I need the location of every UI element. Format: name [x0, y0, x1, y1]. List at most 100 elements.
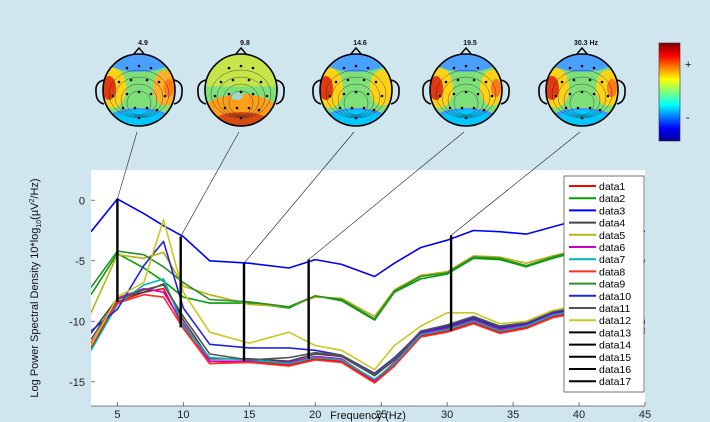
electrode-dot	[227, 92, 231, 96]
electrode-dot	[259, 80, 263, 84]
electrode-dot	[448, 106, 452, 110]
electrode-dot	[342, 66, 346, 70]
electrode-dot	[600, 80, 604, 84]
electrode-dot	[121, 106, 125, 110]
electrode-dot	[366, 66, 370, 70]
electrode-dot	[213, 94, 217, 98]
right-ear	[616, 79, 626, 105]
electrode-dot	[265, 94, 269, 98]
electrode-dot	[251, 66, 255, 70]
legend-label-data15: data15	[599, 352, 631, 364]
left-ear	[422, 79, 432, 105]
topoplot-label: 19.5	[463, 40, 477, 47]
electrode-dot	[576, 106, 580, 110]
left-ear	[95, 79, 105, 105]
topoplot-label: 4.9	[138, 40, 148, 47]
x-tick-label: 30	[441, 409, 453, 421]
topoplot-3: 14.6	[312, 40, 400, 127]
electrode-dot	[354, 90, 358, 94]
legend-label-data17: data17	[599, 376, 631, 388]
electrode-dot	[380, 94, 384, 98]
x-ticks: 5 10 15 20 25 30 35 40 45	[114, 402, 651, 421]
electrode-dot	[472, 106, 476, 110]
electrode-dot	[157, 80, 161, 84]
series-line-data2	[91, 244, 645, 321]
topoplot-2: 9.8	[197, 40, 285, 127]
electrode-dot	[362, 78, 366, 82]
y-ticks: 0 -5 -10 -15	[69, 195, 95, 389]
nose	[132, 46, 146, 56]
electrode-dot	[460, 106, 464, 110]
legend-label-data12: data12	[599, 315, 631, 327]
electrode-dot	[476, 66, 480, 70]
connector-line	[308, 131, 465, 260]
x-tick-label: 5	[114, 409, 120, 421]
y-tick-label: -10	[69, 316, 85, 328]
electrode-dot	[580, 64, 584, 68]
x-tick-label: 20	[309, 409, 321, 421]
electrode-dot	[476, 92, 480, 96]
topoplot-5: 30.3 Hz	[538, 40, 626, 127]
y-tick-label: 0	[79, 195, 85, 207]
right-ear	[390, 79, 400, 105]
x-tick-label: 25	[375, 409, 387, 421]
electrode-dot	[438, 94, 442, 98]
legend-label-data8: data8	[599, 266, 625, 278]
electrode-dot	[472, 78, 476, 82]
x-tick-label: 45	[639, 409, 651, 421]
series-line-data6	[91, 287, 645, 382]
legend-label-data2: data2	[599, 193, 625, 205]
electrode-dot	[338, 106, 342, 110]
head-outline	[204, 53, 278, 127]
series-line-data12	[91, 218, 645, 371]
electrode-dot	[239, 64, 243, 68]
electrode-dot	[598, 108, 602, 112]
right-ear	[275, 79, 285, 105]
electrode-dot	[354, 64, 358, 68]
topoplot-label: 9.8	[240, 40, 250, 47]
electrode-dot	[456, 78, 460, 82]
connector-line	[243, 131, 355, 264]
legend-label-data3: data3	[599, 205, 625, 217]
connector-line	[450, 131, 581, 236]
electrode-dot	[239, 90, 243, 94]
electrode-dot	[346, 78, 350, 82]
head-outline	[319, 53, 393, 127]
y-axis-label: Log Power Spectral Density 10*log10(µV2/…	[29, 178, 43, 397]
legend-label-data16: data16	[599, 364, 631, 376]
x-tick-label: 15	[243, 409, 255, 421]
y-tick-label: -15	[69, 377, 85, 389]
x-tick-label: 10	[177, 409, 189, 421]
nose	[575, 46, 589, 56]
electrode-dot	[580, 90, 584, 94]
legend-label-data10: data10	[599, 291, 631, 303]
series-line-data10	[91, 240, 645, 375]
electrode-dot	[366, 92, 370, 96]
electrode-dot	[464, 90, 468, 94]
electrode-dot	[452, 92, 456, 96]
colorbar	[658, 42, 681, 142]
electrode-dot	[452, 66, 456, 70]
electrode-dot	[133, 106, 137, 110]
electrode-dot	[588, 78, 592, 82]
electrode-dot	[247, 78, 251, 82]
legend-label-data6: data6	[599, 242, 625, 254]
electrode-dot	[257, 108, 261, 112]
x-axis-label: Frequency (Hz)	[330, 410, 406, 422]
electrode-dot	[592, 66, 596, 70]
connector-line	[180, 131, 240, 237]
series-line-data8	[91, 293, 645, 384]
electrode-dot	[239, 116, 243, 120]
frequency-markers	[116, 199, 453, 362]
electrode-dot	[223, 106, 227, 110]
x-tick-label: 40	[573, 409, 585, 421]
colorbar-minus-label: -	[686, 112, 690, 124]
electrode-dot	[219, 80, 223, 84]
electrode-dot	[568, 92, 572, 96]
electrode-dot	[117, 80, 121, 84]
electrode-dot	[482, 108, 486, 112]
right-ear	[173, 79, 183, 105]
electrode-dot	[362, 106, 366, 110]
electrode-dot	[163, 94, 167, 98]
